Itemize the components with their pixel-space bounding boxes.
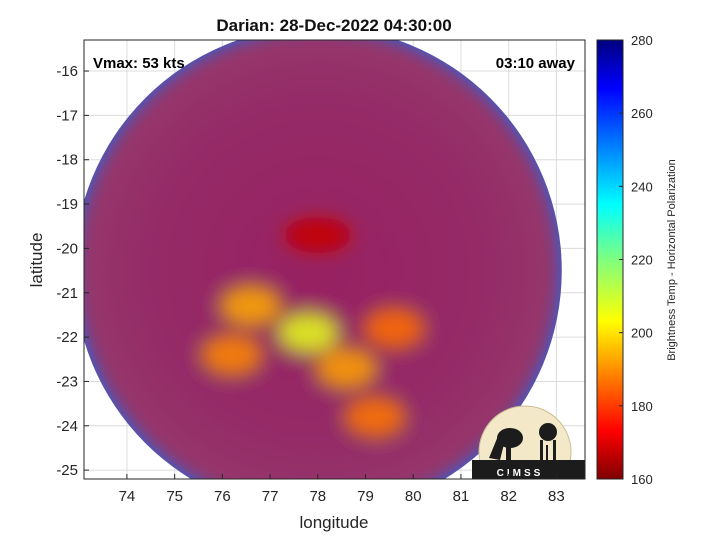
colorbar-tick-label: 220 xyxy=(631,253,653,268)
swath-image xyxy=(84,40,562,479)
eye-feature xyxy=(283,217,352,254)
colorbar-tick-label: 180 xyxy=(631,399,653,414)
y-tick-label: -22 xyxy=(56,329,78,346)
x-tick-label: 75 xyxy=(166,488,183,505)
y-tick-label: -25 xyxy=(56,462,78,479)
rainband-feature xyxy=(201,334,262,375)
swath-background xyxy=(84,40,562,479)
y-tick-label: -21 xyxy=(56,285,78,302)
y-tick-label: -16 xyxy=(56,63,78,80)
colorbar-tick-label: 160 xyxy=(631,472,653,487)
x-tick-label: 78 xyxy=(309,488,326,505)
swath-features xyxy=(84,40,562,479)
time-away-label: 03:10 away xyxy=(496,55,576,72)
y-tick-label: -18 xyxy=(56,152,78,169)
colorbar xyxy=(596,39,624,480)
colorbar-tick-label: 240 xyxy=(631,179,653,194)
x-axis: 74 75 76 77 78 79 80 81 82 83 xyxy=(119,474,565,505)
rainband-feature xyxy=(364,308,425,349)
x-tick-label: 79 xyxy=(357,488,374,505)
y-tick-label: -24 xyxy=(56,418,78,435)
y-tick-label: -19 xyxy=(56,196,78,213)
x-tick-label: 76 xyxy=(214,488,231,505)
x-tick-label: 80 xyxy=(405,488,422,505)
x-axis-label: longitude xyxy=(299,513,368,532)
chart-title: Darian: 28-Dec-2022 04:30:00 xyxy=(216,16,451,35)
x-tick-label: 81 xyxy=(453,488,470,505)
colorbar-ticks: 160 180 200 220 240 260 280 xyxy=(619,33,653,487)
y-axis-label: latitude xyxy=(27,233,46,288)
rainband-feature xyxy=(316,348,377,389)
y-axis: -16 -17 -18 -19 -20 -21 -22 -23 -24 -25 xyxy=(56,63,89,479)
x-tick-label: 83 xyxy=(548,488,565,505)
plot-frame xyxy=(83,39,586,480)
rainband-feature xyxy=(345,396,406,437)
y-tick-label: -20 xyxy=(56,240,78,257)
y-tick-label: -17 xyxy=(56,107,78,124)
x-tick-label: 77 xyxy=(262,488,279,505)
colorbar-tick-label: 200 xyxy=(631,326,653,341)
x-tick-label: 74 xyxy=(119,488,136,505)
colorbar-label: Brightness Temp - Horizontal Polarizatio… xyxy=(666,159,678,361)
rainband-feature xyxy=(221,286,281,327)
vmax-label: Vmax: 53 kts xyxy=(93,55,185,72)
y-tick-label: -23 xyxy=(56,373,78,390)
x-tick-label: 82 xyxy=(500,488,517,505)
rainband-feature xyxy=(278,312,339,353)
colorbar-tick-label: 280 xyxy=(631,33,653,48)
colorbar-tick-label: 260 xyxy=(631,106,653,121)
logo-text: CIMSS xyxy=(497,468,544,479)
